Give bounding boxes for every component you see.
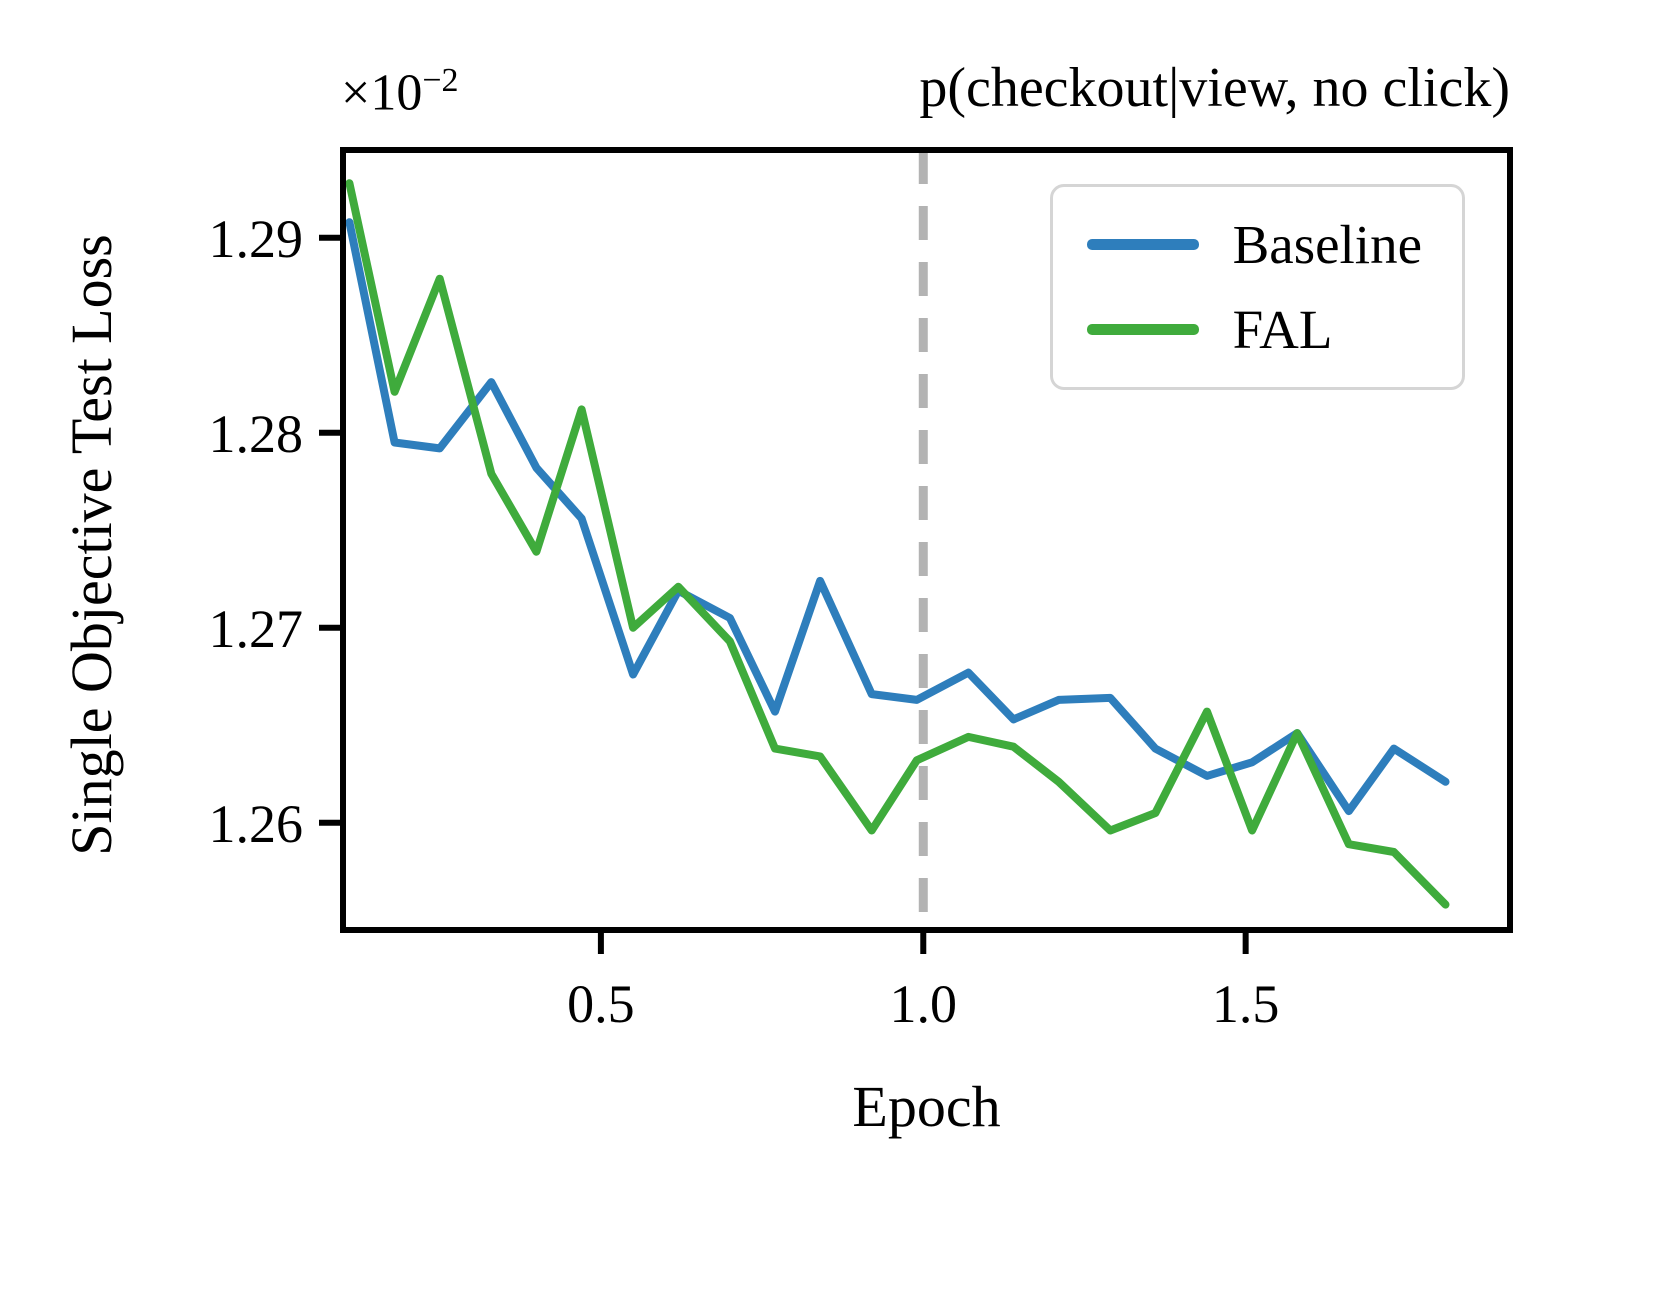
x-axis-label: Epoch — [852, 1074, 1001, 1139]
y-axis-offset-base: ×10 — [341, 64, 423, 122]
y-tick-label: 1.29 — [209, 209, 304, 269]
fal-line-swatch — [1086, 324, 1199, 335]
legend: Baseline FAL — [1049, 184, 1465, 390]
y-tick-label: 1.28 — [209, 404, 304, 464]
y-axis-label: Single Objective Test Loss — [59, 234, 124, 856]
y-axis-offset-exponent: −2 — [422, 62, 459, 99]
legend-entry-fal: FAL — [1086, 299, 1422, 360]
legend-entry-baseline: Baseline — [1086, 214, 1422, 275]
legend-label-fal: FAL — [1232, 299, 1333, 360]
baseline-series-line — [345, 218, 1450, 816]
x-tick-label: 0.5 — [567, 974, 635, 1034]
chart-title: p(checkout|view, no click) — [919, 57, 1510, 119]
legend-label-baseline: Baseline — [1232, 214, 1422, 275]
y-axis-offset-label: ×10−2 — [341, 64, 459, 119]
plot-border — [340, 147, 1513, 933]
x-tick-label: 1.0 — [890, 974, 958, 1034]
x-tick-label: 1.5 — [1212, 974, 1280, 1034]
y-tick-label: 1.27 — [209, 599, 304, 659]
baseline-line-swatch — [1086, 239, 1199, 250]
fal-series-line — [345, 179, 1450, 909]
y-tick-label: 1.26 — [209, 794, 304, 854]
